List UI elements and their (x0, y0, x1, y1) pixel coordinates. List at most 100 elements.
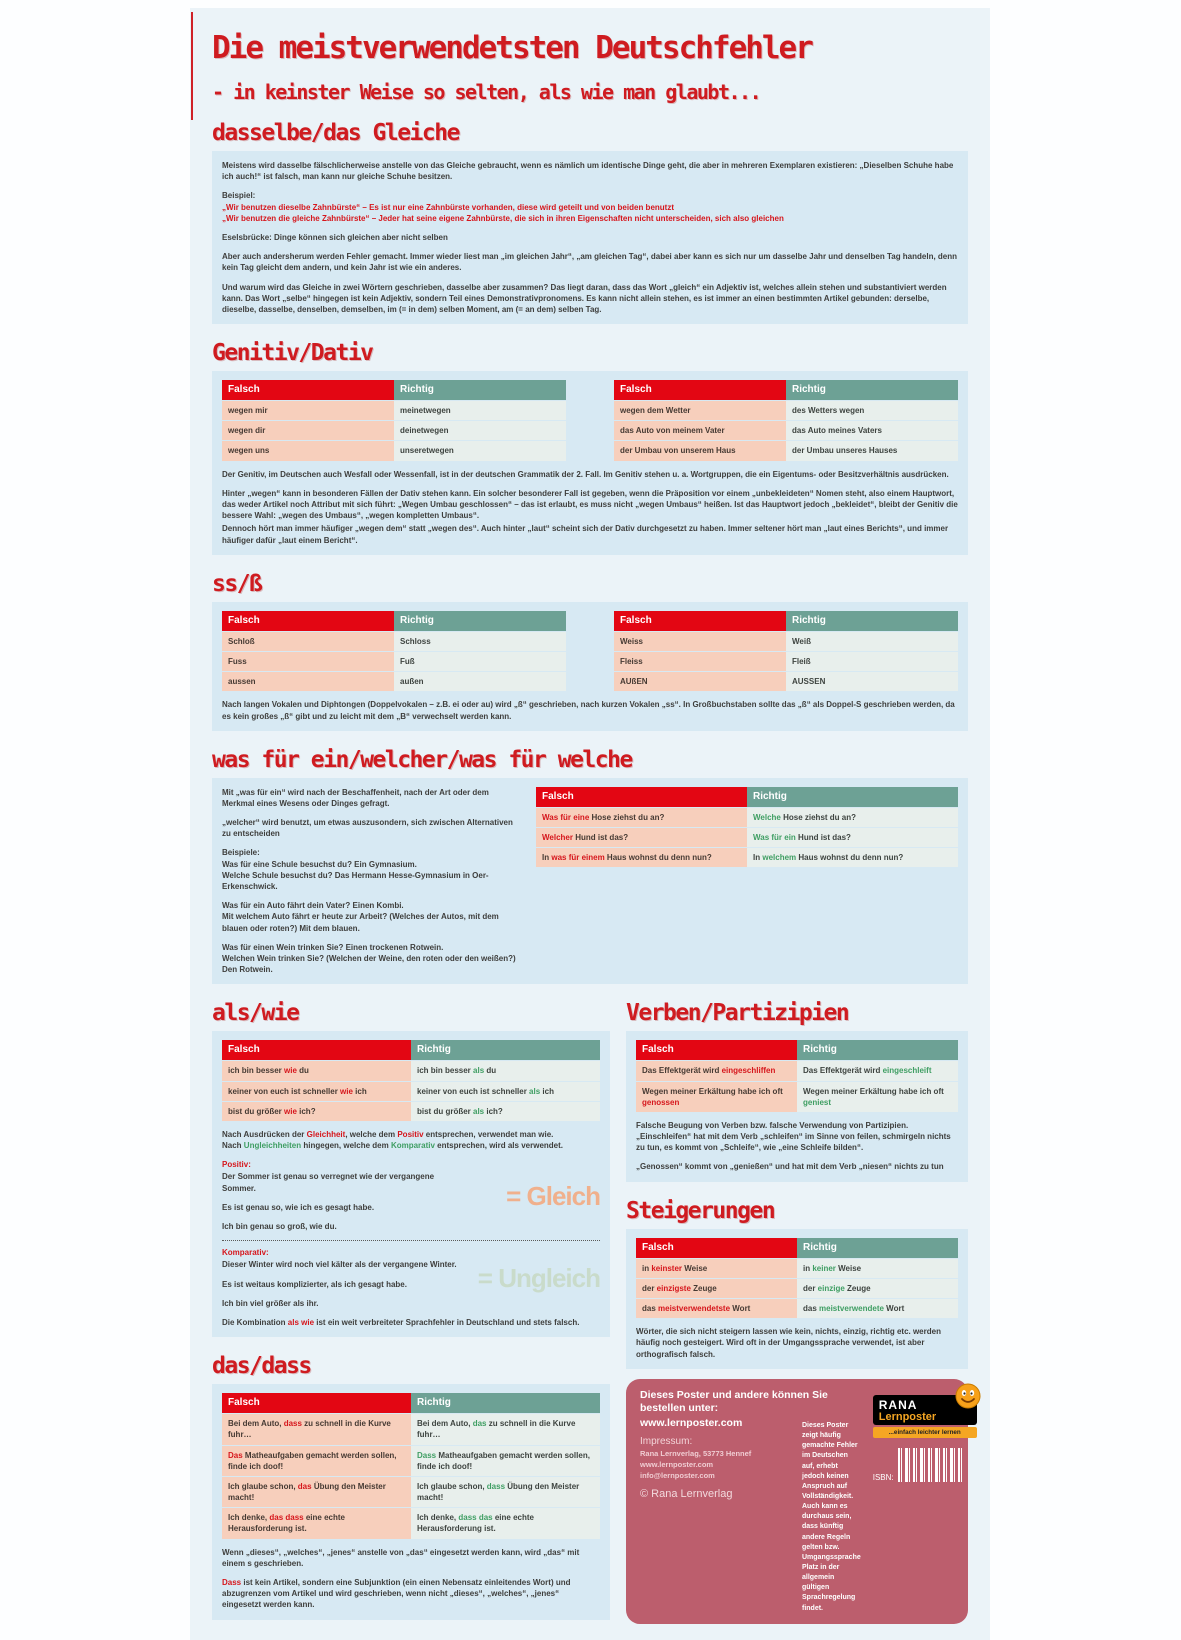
richtig-cell: Was für ein Hund ist das? (747, 827, 958, 848)
section-alswie-panel: Falsch Richtig ich bin besser wie du ich bi… (212, 1031, 610, 1338)
highlighted-word: Welche (753, 812, 781, 822)
falsch-cell: wegen dem Wetter (614, 401, 786, 421)
table-header-row: Falsch Richtig (222, 1393, 600, 1414)
richtig-cell: bist du größer als ich? (411, 1101, 600, 1121)
richtig-column-header: Richtig (411, 1393, 600, 1414)
text-segment: Matheaufgaben gemacht werden sollen, fin… (417, 1450, 590, 1471)
text-segment: Fleiss (620, 656, 643, 666)
falsch-cell: Das Matheaufgaben gemacht werden sollen,… (222, 1445, 411, 1476)
text-segment: bist du größer (417, 1106, 473, 1116)
richtig-column-header: Richtig (747, 786, 958, 807)
highlighted-word: keinster (651, 1263, 683, 1273)
text-segment: Fuss (228, 656, 247, 666)
falsch-cell: aussen (222, 672, 394, 692)
table-row: wegen uns unseretwegen (222, 441, 566, 461)
disclaimer-note: Dieses Poster zeigt häufig gemachte Fehl… (802, 1422, 861, 1612)
highlighted-word: wie (340, 1086, 353, 1096)
text-segment: Nach Ausdrücken der (222, 1129, 307, 1139)
falsch-cell: AUßEN (614, 672, 786, 692)
footer-left: www.lernposter.com Impressum: Rana Lernv… (640, 1415, 790, 1614)
table-row: keiner von euch ist schneller wie ich kei… (222, 1081, 600, 1101)
dotted-divider (222, 1240, 600, 1242)
komparativ-block: Komparativ: Dieser Winter wird noch viel… (222, 1247, 601, 1309)
falsch-richtig-table: Falsch Richtig wegen dem Wetter des Wetters… (614, 380, 958, 461)
richtig-cell: das Auto meines Vaters (786, 421, 958, 441)
text-segment: Zeuge (690, 1283, 717, 1293)
highlighted-word: als (473, 1066, 485, 1076)
poster-subtitle: - in keinster Weise so selten, als wie m… (212, 80, 762, 104)
paragraph: Meistens wird dasselbe fälschlicherweise… (222, 161, 954, 182)
text-segment: das (803, 1304, 820, 1313)
richtig-cell: deinetwegen (394, 421, 566, 441)
text-segment: Hose ziehst du an? (589, 812, 665, 822)
text-segment: Schloss (400, 636, 431, 646)
beispiel-line: Welche Schule besuchst du? Das Hermann H… (222, 870, 489, 891)
right-column: Verben/Partizipien Falsch Richtig Das Effe… (626, 984, 981, 1624)
falsch-cell: Wegen meiner Erkältung habe ich oft geno… (636, 1081, 797, 1112)
falsch-cell: der einzigste Zeuge (636, 1278, 797, 1298)
text-segment: , welche dem (345, 1129, 398, 1139)
table-row: das Auto von meinem Vater das Auto meines… (614, 421, 958, 441)
beispiel-line: „Wir benutzen die gleiche Zahnbürste“ – … (222, 213, 784, 223)
table-header-row: Falsch Richtig (222, 610, 566, 631)
gleich-watermark: = Gleich (506, 1180, 601, 1211)
text-segment: Ich glaube schon, (417, 1481, 487, 1491)
falsch-cell: Ich glaube schon, das Übung den Meister … (222, 1476, 411, 1508)
text-segment: meinetwegen (400, 406, 451, 416)
text-segment: Haus wohnst du denn nun? (796, 853, 904, 863)
text-segment: der Umbau von unserem Haus (620, 446, 736, 456)
falsch-cell: wegen uns (222, 441, 394, 461)
highlighted-word: meistverwendetste (658, 1304, 731, 1313)
richtig-cell: in keiner Weise (797, 1258, 958, 1278)
paragraph: Der Genitiv, im Deutschen auch Wesfall o… (222, 469, 949, 479)
falsch-cell: Fuss (222, 651, 394, 672)
rule-line: Nach Ausdrücken der Gleichheit, welche d… (222, 1129, 600, 1140)
falsch-column-header: Falsch (614, 380, 786, 401)
text-segment: AUSSEN (792, 677, 826, 687)
text-segment: ist kein Artikel, sondern eine Subjunkti… (222, 1578, 571, 1610)
falsch-cell: Schloß (222, 631, 394, 651)
table-row: wegen dem Wetter des Wetters wegen (614, 401, 958, 421)
falsch-richtig-table: Falsch Richtig Bei dem Auto, dass zu schne… (222, 1393, 600, 1539)
table-row: bist du größer wie ich? bist du größer al… (222, 1101, 600, 1121)
text-segment: Ich denke, (228, 1513, 270, 1523)
text-segment: du (484, 1066, 497, 1076)
table-header-row: Falsch Richtig (614, 610, 958, 631)
table-row: Ich denke, das dass eine echte Herausfor… (222, 1508, 600, 1539)
paragraph: Dennoch hört man immer häufiger „wegen d… (222, 524, 949, 545)
highlighted-word: Komparativ (390, 1141, 435, 1151)
falsch-column-header: Falsch (614, 610, 786, 631)
komparativ-line: Es ist weitaus komplizierter, als ich ge… (222, 1279, 407, 1289)
richtig-cell: In welchem Haus wohnst du denn nun? (747, 848, 958, 868)
text-segment: ist ein weit verbreiteter Sprachfehler i… (314, 1317, 580, 1327)
richtig-cell: ich bin besser als du (411, 1061, 600, 1081)
falsch-cell: Fleiss (614, 651, 786, 672)
text-segment: Das Effektgerät wird (803, 1066, 883, 1076)
section-wasfuer-panel: Mit „was für ein“ wird nach der Beschaff… (212, 777, 968, 985)
text-segment: Bei dem Auto, (417, 1419, 473, 1429)
table-row: Schloß Schloss (222, 631, 566, 651)
falsch-cell: Weiss (614, 631, 786, 651)
text-segment: In (753, 853, 763, 863)
paragraph: Mit „was für ein“ wird nach der Beschaff… (222, 787, 489, 808)
text-segment: der (642, 1283, 657, 1293)
text-segment: Weiß (792, 636, 811, 646)
falsch-column-header: Falsch (222, 610, 394, 631)
paragraph: Hinter „wegen“ kann in besonderen Fällen… (222, 488, 958, 521)
table-row: Fleiss Fleiß (614, 651, 958, 672)
richtig-cell: Bei dem Auto, das zu schnell in die Kurv… (411, 1414, 600, 1445)
text-segment: Bei dem Auto, (228, 1419, 284, 1429)
paragraph: Aber auch andersherum werden Fehler gema… (222, 252, 958, 273)
beispiel-label: Beispiel: (222, 191, 256, 201)
falsch-cell: Welcher Hund ist das? (536, 827, 747, 848)
falsch-column-header: Falsch (536, 786, 747, 807)
highlighted-word: als (529, 1086, 541, 1096)
table-row: In was für einem Haus wohnst du denn nun… (536, 848, 958, 868)
paragraph: Wenn „dieses“, „welches“, „jenes“ anstel… (222, 1547, 580, 1568)
richtig-cell: unseretwegen (394, 441, 566, 461)
falsch-cell: das meistverwendetste Wort (636, 1299, 797, 1319)
highlighted-word: als (473, 1106, 485, 1116)
richtig-cell: Das Effektgerät wird eingeschleift (797, 1061, 958, 1081)
falsch-cell: der Umbau von unserem Haus (614, 441, 786, 461)
highlighted-word: genossen (642, 1097, 680, 1107)
